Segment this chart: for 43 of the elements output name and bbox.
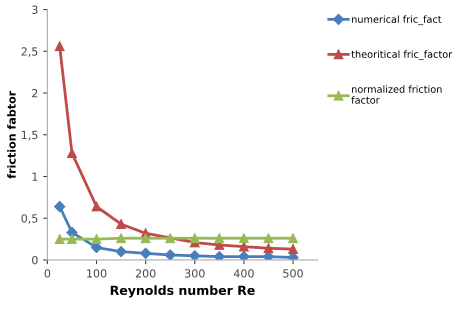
y-tick-label: 2,5 xyxy=(22,47,38,57)
point xyxy=(165,233,176,244)
point xyxy=(190,233,200,244)
y-tick-label: 3 xyxy=(32,6,38,14)
x-tick-label: 200 xyxy=(136,269,156,278)
point xyxy=(164,249,176,260)
point xyxy=(239,242,249,252)
point xyxy=(54,41,65,52)
point xyxy=(288,244,298,254)
y-tick-label: 0 xyxy=(32,256,38,264)
y-tick-label: 0,5 xyxy=(21,214,38,224)
y-tick-label: 1,5 xyxy=(22,130,38,140)
point xyxy=(116,233,126,244)
x-tick-label: 100 xyxy=(87,269,106,278)
x-axis-title: Reynolds number Re xyxy=(110,285,255,298)
x-tick-label: 0 xyxy=(44,269,50,278)
point xyxy=(67,148,77,158)
y-tick-label: 2 xyxy=(32,89,38,98)
point xyxy=(288,233,298,244)
point xyxy=(115,246,127,258)
legend-label: numerical fric_fact xyxy=(352,15,442,26)
point xyxy=(54,234,65,244)
point xyxy=(54,200,66,212)
point xyxy=(189,250,200,260)
point xyxy=(264,243,274,254)
y-tick-label: 1 xyxy=(32,172,38,181)
point xyxy=(116,219,126,229)
point xyxy=(92,234,102,244)
point xyxy=(140,233,151,244)
point xyxy=(214,233,224,244)
point xyxy=(140,248,152,259)
point xyxy=(214,251,225,260)
x-tick-label: 500 xyxy=(283,269,303,278)
point xyxy=(92,202,102,212)
point xyxy=(67,234,77,244)
x-tick-label: 300 xyxy=(185,269,205,278)
point xyxy=(238,251,250,260)
point xyxy=(264,233,274,244)
x-tick-label: 400 xyxy=(234,269,254,278)
point xyxy=(239,233,249,244)
legend-label: normalized friction factor xyxy=(351,85,442,104)
y-axis-title: friction fabtor xyxy=(7,90,16,179)
legend-label: theoritical fric_factor xyxy=(351,50,452,60)
